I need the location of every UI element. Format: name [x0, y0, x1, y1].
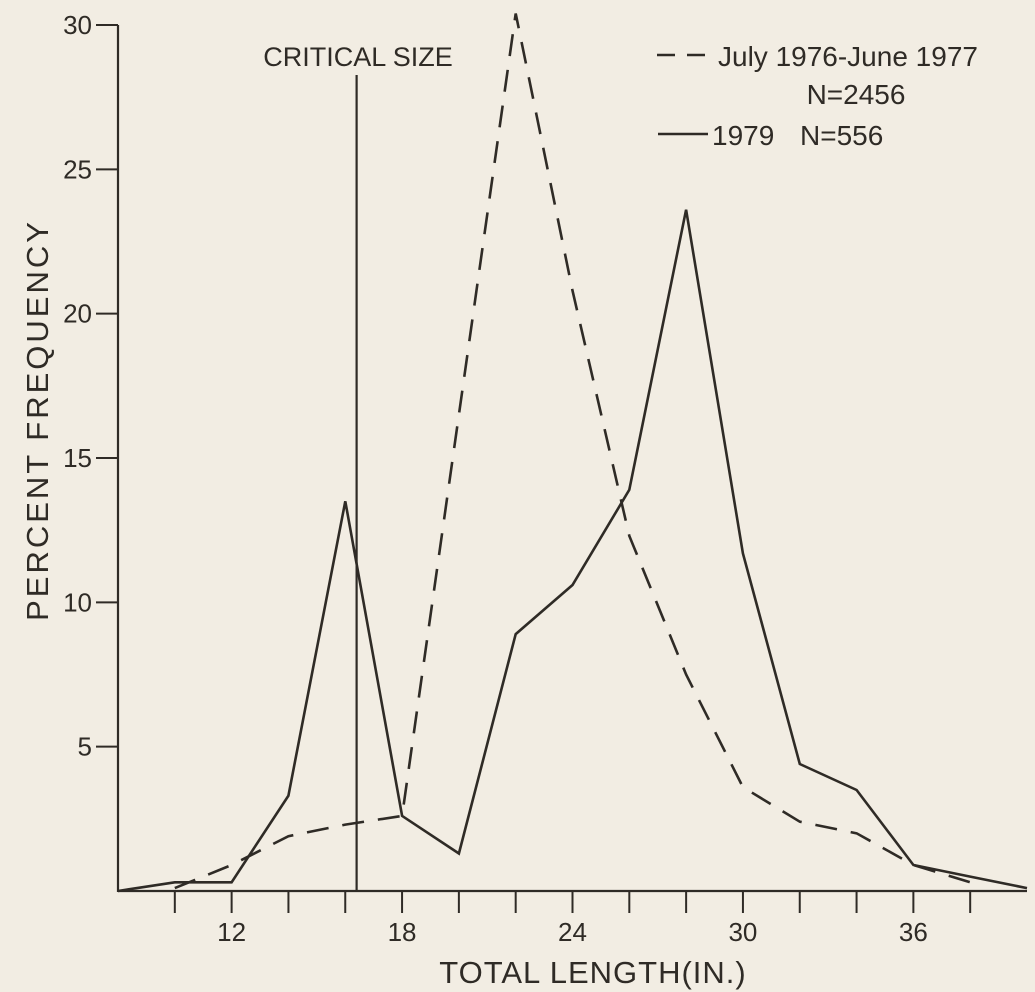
x-tick-label: 30: [728, 917, 757, 947]
data-point: [855, 789, 857, 791]
data-point: [969, 875, 971, 877]
data-point: [969, 881, 971, 883]
data-point: [799, 763, 801, 765]
data-point: [174, 887, 176, 889]
data-point: [174, 881, 176, 883]
data-point: [117, 890, 119, 892]
data-point: [912, 864, 914, 866]
x-tick-label: 12: [217, 917, 246, 947]
data-point: [514, 12, 516, 14]
data-point: [287, 835, 289, 837]
data-point: [230, 864, 232, 866]
legend-label-solid: 1979: [712, 120, 774, 151]
series-layer: [117, 12, 1028, 893]
data-point: [458, 852, 460, 854]
data-point: [685, 209, 687, 211]
data-point: [742, 786, 744, 788]
y-tick-label: 10: [63, 587, 92, 617]
data-point: [1026, 887, 1028, 889]
y-tick-label: 5: [78, 732, 92, 762]
x-tick-label: 18: [388, 917, 417, 947]
data-point: [344, 823, 346, 825]
x-tick-label: 36: [899, 917, 928, 947]
data-point: [458, 414, 460, 416]
critical-size-label: CRITICAL SIZE: [263, 42, 453, 72]
x-ticks: 12 18 24 30 36: [173, 891, 972, 947]
legend-n-solid: N=556: [800, 120, 883, 151]
y-tick-label: 15: [63, 443, 92, 473]
series-line-1976-1977: [174, 13, 971, 890]
y-tick-label: 25: [63, 154, 92, 184]
y-axis-label: PERCENT FREQUENCY: [20, 219, 55, 621]
data-point: [742, 552, 744, 554]
series-line-1979: [117, 209, 1028, 893]
data-point: [799, 821, 801, 823]
legend: July 1976-June 1977 N=2456 1979 N=556: [657, 41, 978, 151]
data-point: [401, 815, 403, 817]
data-point: [628, 535, 630, 537]
data-point: [855, 832, 857, 834]
x-axis-label: TOTAL LENGTH(IN.): [439, 955, 747, 990]
data-point: [514, 633, 516, 635]
y-tick-label: 30: [63, 10, 92, 40]
y-ticks: 5 10 15 20 25 30: [63, 10, 118, 762]
data-point: [571, 289, 573, 291]
data-point: [571, 584, 573, 586]
data-point: [287, 795, 289, 797]
y-tick-label: 20: [63, 299, 92, 329]
data-point: [685, 673, 687, 675]
data-point: [230, 881, 232, 883]
data-point: [344, 500, 346, 502]
x-tick-label: 24: [558, 917, 587, 947]
legend-label-dashed: July 1976-June 1977: [718, 41, 978, 72]
data-point: [628, 489, 630, 491]
legend-n-dashed: N=2456: [807, 79, 906, 110]
